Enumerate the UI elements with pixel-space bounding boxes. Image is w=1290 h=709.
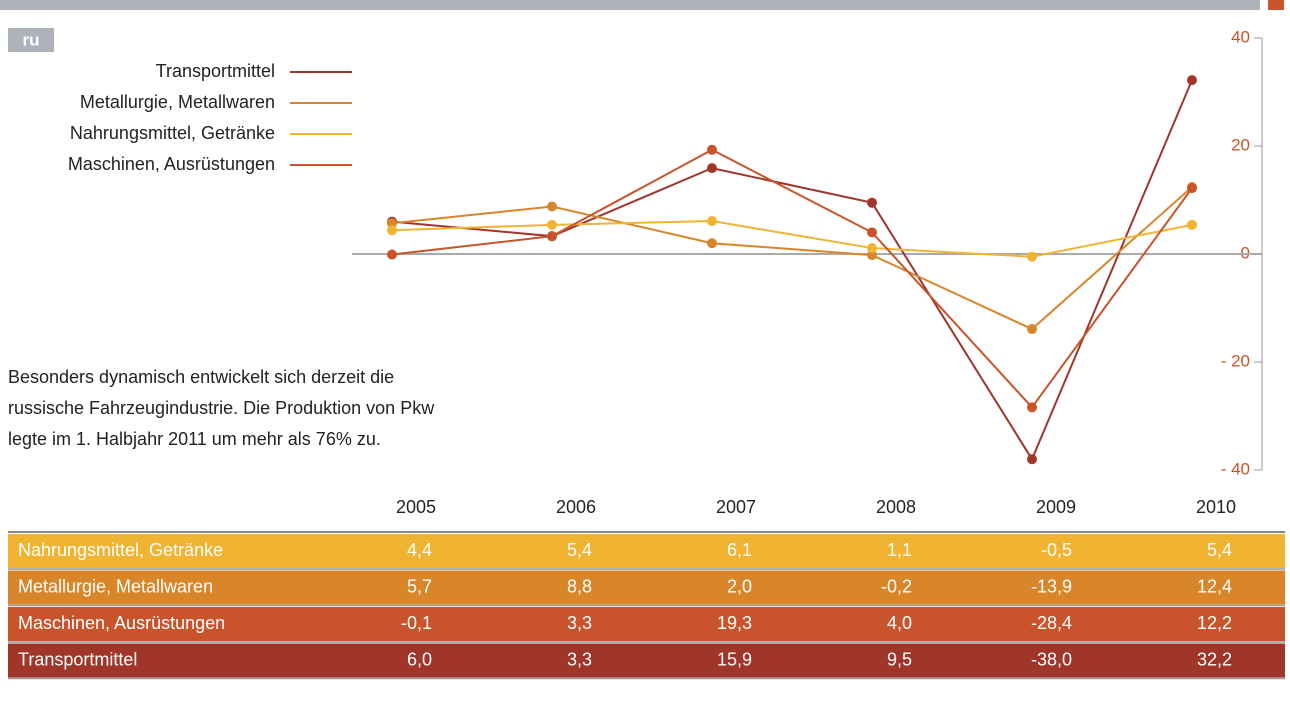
legend-label: Maschinen, Ausrüstungen	[68, 154, 275, 174]
point	[867, 227, 877, 238]
row-label: Metallurgie, Metallwaren	[18, 576, 213, 596]
cell-value: 4,4	[407, 540, 432, 560]
cell-value: 32,2	[1197, 649, 1232, 669]
series-line	[391, 79, 1193, 462]
badge: ru	[23, 30, 40, 49]
point	[1187, 219, 1197, 230]
y-tick-label: 0	[1241, 243, 1250, 262]
cell-value: 5,4	[567, 540, 592, 560]
top-square	[1268, 0, 1284, 10]
y-tick-label: 20	[1231, 135, 1250, 154]
year-label: 2010	[1196, 497, 1236, 517]
row-label: Maschinen, Ausrüstungen	[18, 613, 225, 633]
year-label: 2009	[1036, 497, 1076, 517]
cell-value: -0,5	[1041, 540, 1072, 560]
row-label: Transportmittel	[18, 649, 137, 669]
table-row	[8, 534, 1285, 568]
cell-value: -38,0	[1031, 649, 1072, 669]
point	[1187, 183, 1197, 194]
point	[387, 225, 397, 236]
point	[547, 219, 557, 230]
series-line	[391, 220, 1193, 258]
cell-value: 6,1	[727, 540, 752, 560]
point	[867, 250, 877, 261]
y-tick-label: - 40	[1221, 459, 1250, 478]
annotation: legte im 1. Halbjahr 2011 um mehr als 76…	[8, 429, 381, 449]
cell-value: 15,9	[717, 649, 752, 669]
point	[547, 201, 557, 212]
cell-value: 1,1	[887, 540, 912, 560]
cell-value: 3,3	[567, 613, 592, 633]
point	[707, 216, 717, 227]
point	[1027, 324, 1037, 335]
cell-value: -28,4	[1031, 613, 1072, 633]
cell-value: 6,0	[407, 649, 432, 669]
series-line	[391, 186, 1193, 331]
badge-box	[8, 28, 54, 52]
year-label: 2007	[716, 497, 756, 517]
cell-value: 9,5	[887, 649, 912, 669]
legend-label: Metallurgie, Metallwaren	[80, 92, 275, 112]
y-tick-label: - 20	[1221, 351, 1250, 370]
series-line	[391, 148, 1193, 409]
point	[387, 218, 397, 229]
point	[867, 197, 877, 208]
cell-value: 5,4	[1207, 540, 1232, 560]
cell-value: 4,0	[887, 613, 912, 633]
cell-value: 12,2	[1197, 613, 1232, 633]
cell-value: 5,7	[407, 576, 432, 596]
point	[707, 144, 717, 155]
cell-value: -0,1	[401, 613, 432, 633]
point	[707, 238, 717, 249]
point	[1187, 75, 1197, 86]
table-row	[8, 643, 1285, 678]
point	[1027, 454, 1037, 465]
y-tick-label: 40	[1231, 27, 1250, 46]
cell-value: 3,3	[567, 649, 592, 669]
point	[867, 243, 877, 254]
annotation: russische Fahrzeugindustrie. Die Produkt…	[8, 398, 435, 418]
cell-value: 8,8	[567, 576, 592, 596]
legend-label: Nahrungsmittel, Getränke	[70, 123, 275, 143]
point	[1027, 402, 1037, 413]
year-label: 2006	[556, 497, 596, 517]
table-row	[8, 607, 1285, 641]
annotation: Besonders dynamisch entwickelt sich derz…	[8, 367, 394, 387]
cell-value: -0,2	[881, 576, 912, 596]
year-label: 2005	[396, 497, 436, 517]
point	[387, 249, 397, 260]
cell-value: 19,3	[717, 613, 752, 633]
legend-label: Transportmittel	[156, 61, 275, 81]
top-bar	[0, 0, 1260, 10]
cell-value: -13,9	[1031, 576, 1072, 596]
row-label: Nahrungsmittel, Getränke	[18, 540, 223, 560]
year-label: 2008	[876, 497, 916, 517]
point	[1027, 251, 1037, 262]
cell-value: 12,4	[1197, 576, 1232, 596]
table-row	[8, 570, 1285, 605]
point	[707, 163, 717, 174]
cell-value: 2,0	[727, 576, 752, 596]
point	[547, 231, 557, 242]
